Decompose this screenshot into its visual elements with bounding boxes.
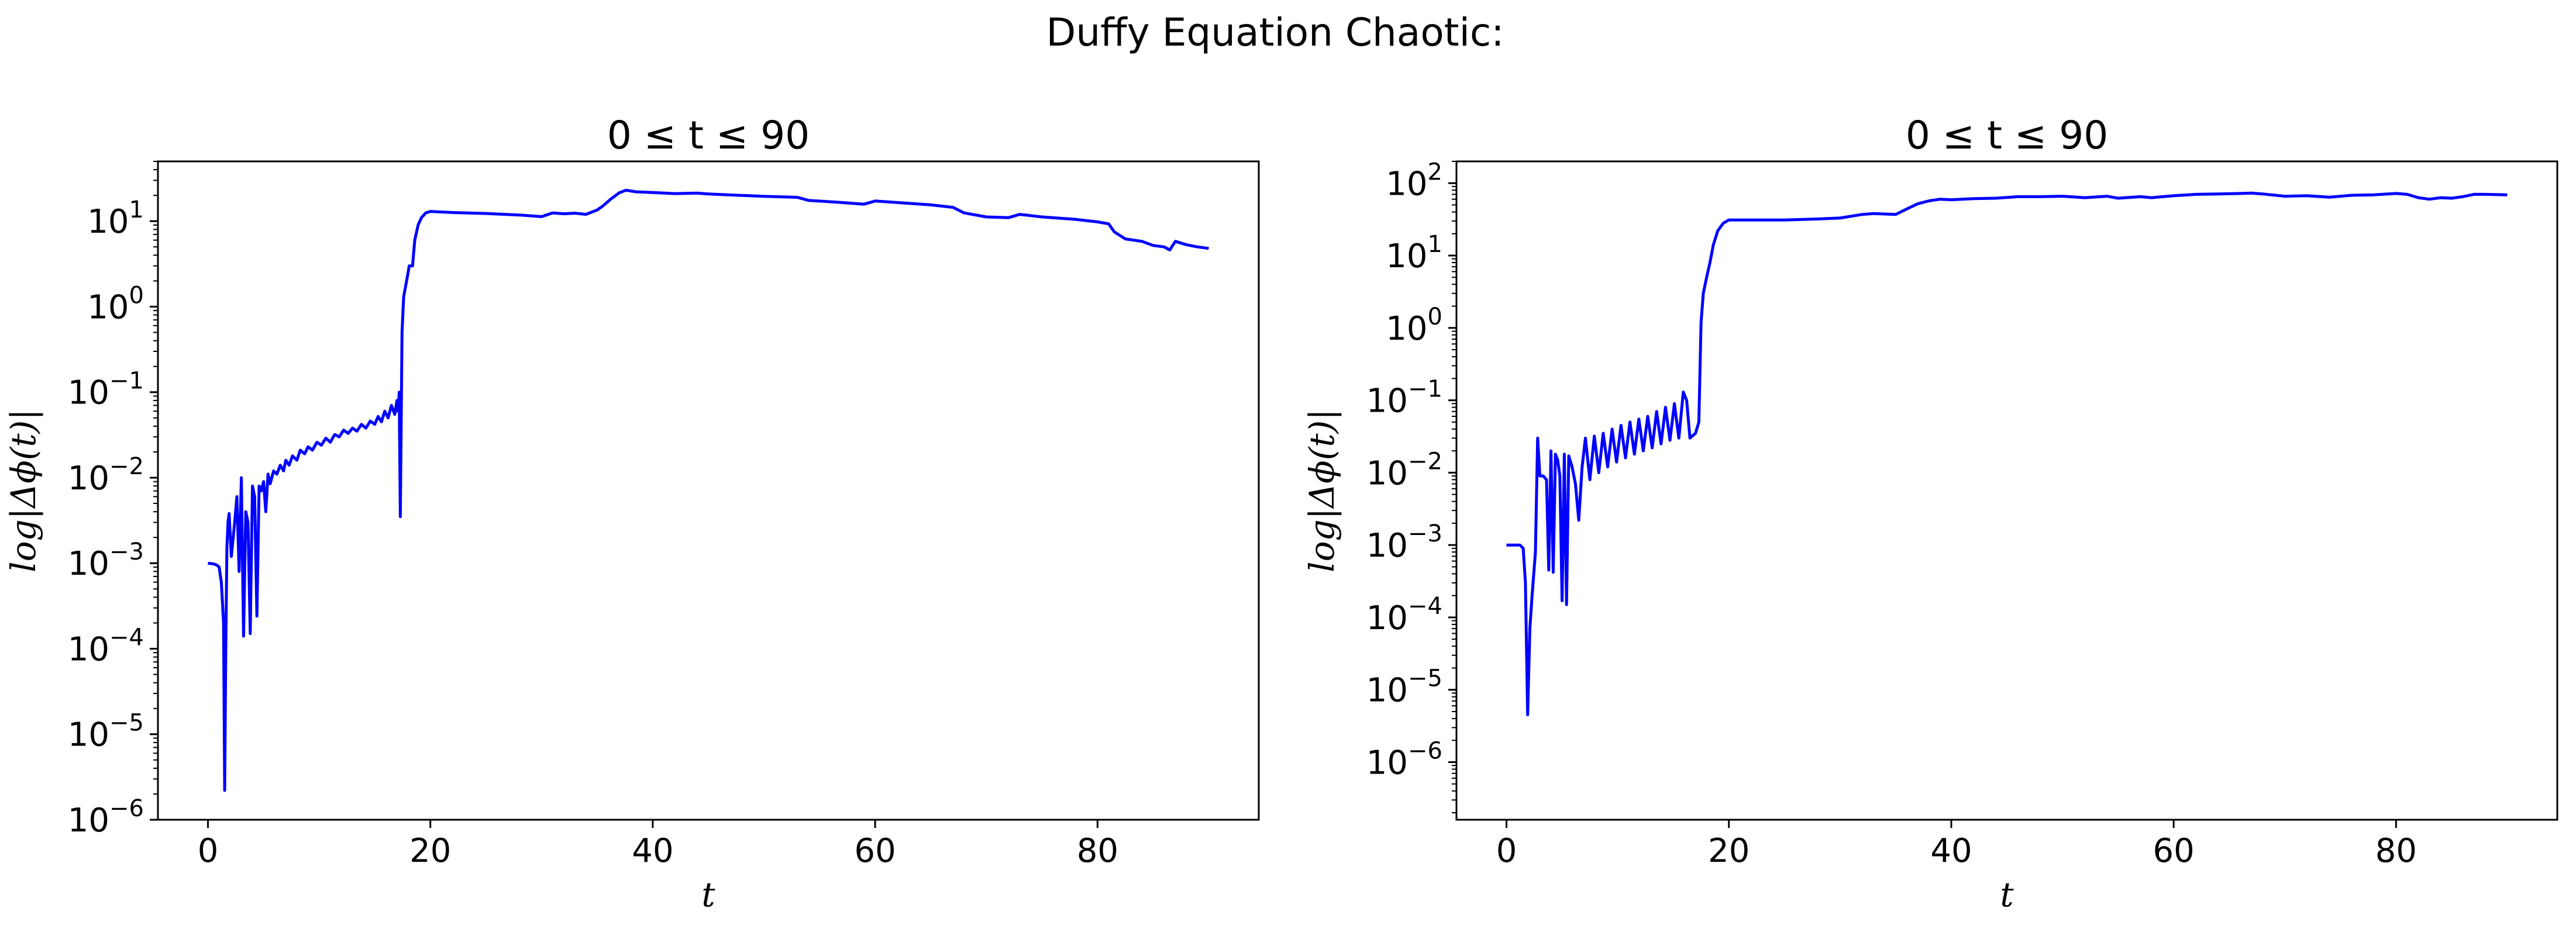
axes-frame: [1455, 160, 2558, 821]
x-tick-label: 80: [2375, 832, 2417, 870]
subplot-right: 0 20 40 60 80 10−6 10−5 10−4 10−3 10−2 10−1 100 101 1…: [1302, 113, 2558, 914]
y-tick-label: 10−2: [68, 453, 144, 498]
y-tick-label: 10−4: [68, 624, 144, 668]
x-tick-label: 40: [632, 832, 673, 870]
y-tick-label: 10−1: [68, 368, 144, 412]
y-tick-label: 10−3: [68, 539, 144, 583]
figure-suptitle: Duffy Equation Chaotic:: [1046, 10, 1504, 55]
x-tick-label: 80: [1077, 832, 1118, 870]
y-axis-label: log|Δϕ(t)|: [1302, 409, 1342, 572]
y-tick-label: 101: [87, 196, 144, 241]
y-tick-label: 10−4: [1366, 593, 1442, 637]
x-tick-label: 40: [1930, 832, 1972, 870]
y-tick-label: 10−2: [1366, 448, 1442, 492]
y-tick-label: 10−3: [1366, 520, 1442, 565]
y-tick-label: 10−6: [68, 795, 144, 840]
series-line: [1506, 191, 2508, 717]
x-tick-label: 60: [2153, 832, 2195, 870]
y-tick-label: 101: [1386, 231, 1442, 275]
y-axis-label: log|Δϕ(t)|: [4, 409, 43, 572]
x-axis-label: t: [2000, 875, 2014, 914]
x-tick-label: 0: [198, 832, 219, 870]
y-tick-label: 100: [1386, 303, 1442, 348]
axes-title: 0 ≤ t ≤ 90: [1906, 113, 2108, 158]
x-tick-label: 20: [409, 832, 451, 870]
y-tick-label: 100: [87, 282, 144, 326]
series-line: [208, 188, 1209, 792]
x-tick-label: 0: [1496, 832, 1517, 870]
y-tick-label: 102: [1386, 158, 1442, 203]
x-axis-label: t: [701, 875, 715, 914]
y-tick-label: 10−1: [1366, 376, 1442, 420]
axes-title: 0 ≤ t ≤ 90: [607, 113, 810, 158]
subplot-left: 0 20 40 60 80 10−6 10−5 10−4 10−3 10−2 10−1 100 101 0…: [4, 113, 1260, 914]
y-tick-label: 10−5: [68, 710, 144, 754]
x-tick-label: 20: [1708, 832, 1750, 870]
y-tick-label: 10−6: [1366, 737, 1442, 782]
x-tick-label: 60: [855, 832, 896, 870]
y-tick-label: 10−5: [1366, 665, 1442, 710]
